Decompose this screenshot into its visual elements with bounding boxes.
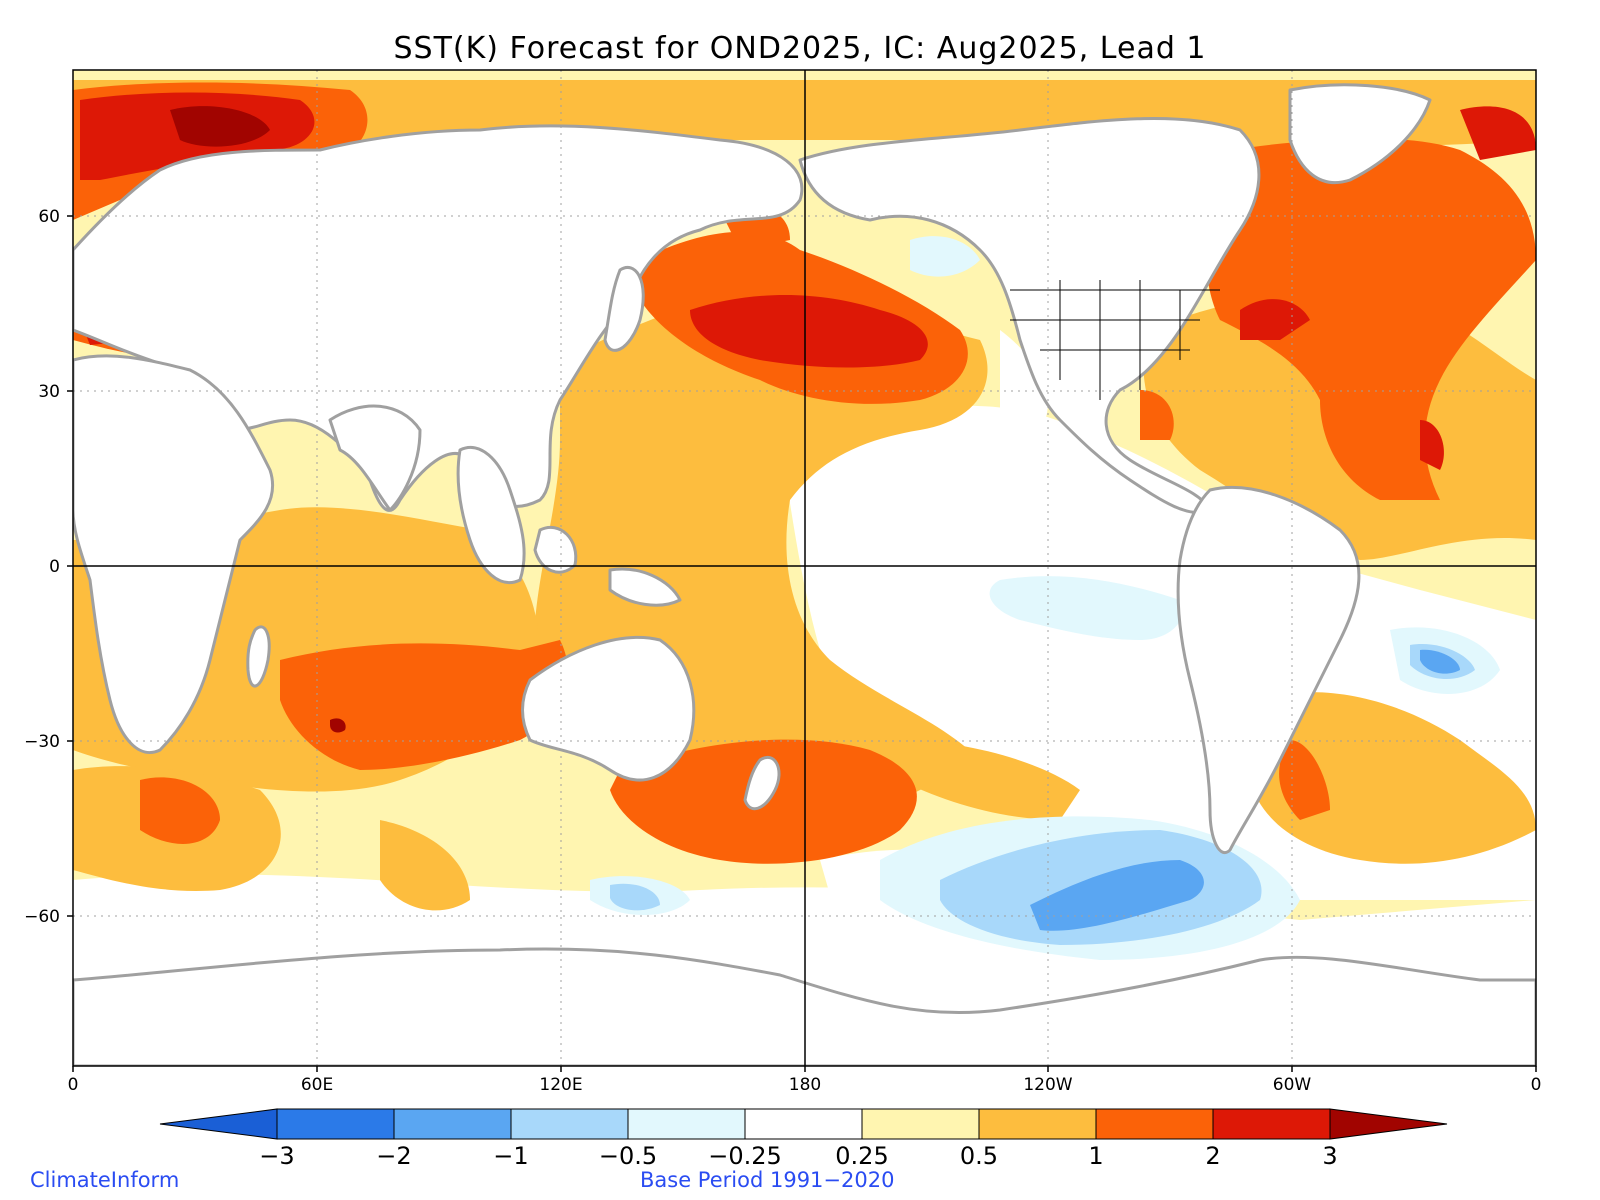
colorbar-label-minus0-25: −0.25 [708, 1142, 782, 1170]
anomaly-indian-ocean-extreme [330, 718, 346, 733]
colorbar-label-2: 2 [1205, 1142, 1220, 1170]
anomaly-canary-very-strong [1420, 420, 1444, 470]
colorbar-label-0-5: 0.5 [960, 1142, 998, 1170]
y-tick-marks [67, 215, 73, 917]
neutral-north-pacific-coast [1000, 330, 1048, 430]
colorbar-segment-8 [1095, 1108, 1214, 1140]
footer-base-period: Base Period 1991−2020 [640, 1168, 894, 1192]
land-madagascar [246, 625, 271, 688]
anomaly-brazil-current-strong [1279, 740, 1330, 820]
x-tick-label-120e: 120E [539, 1075, 582, 1095]
anomaly-south-pacific-moderate [900, 740, 1080, 820]
land-greenland [1288, 83, 1432, 185]
y-tick-label-60: 60 [38, 207, 60, 227]
land-southeast-asia [456, 445, 526, 585]
colorbar-segment-2 [393, 1108, 512, 1140]
anomaly-east-pacific-weak-negative [989, 576, 1183, 640]
anomaly-south-pacific-strong-negative [1030, 860, 1204, 931]
anomaly-gulf-alaska-weak-negative [910, 236, 980, 277]
anomaly-southwest-atlantic-moderate [1250, 692, 1536, 864]
anomaly-field [73, 70, 1536, 1066]
colorbar-label-minus1: −1 [493, 1142, 528, 1170]
anomaly-south-atlantic-strong [140, 777, 220, 844]
anomaly-southern-ocean-moderate-negative [610, 883, 660, 911]
colorbar-label-minus2: −2 [376, 1142, 411, 1170]
y-tick-label-0: 0 [49, 557, 60, 577]
anomaly-barents-extreme [170, 106, 270, 147]
anomaly-north-atlantic-strong [1206, 138, 1536, 500]
colorbar-segment-1 [276, 1108, 395, 1140]
graticule [73, 70, 1536, 1066]
y-tick-label-minus30: −30 [24, 732, 60, 752]
footer-credit: ClimateInform [30, 1168, 179, 1192]
y-tick-label-minus60: −60 [24, 907, 60, 927]
anomaly-south-atlantic-strong-negative [1420, 649, 1460, 674]
x-tick-label-0-right: 0 [1531, 1075, 1542, 1095]
land-japan [603, 266, 645, 352]
land-new-zealand [743, 756, 781, 811]
x-tick-label-180: 180 [789, 1075, 821, 1095]
colorbar: −3 −2 −1 −0.5 −0.25 0.25 0.5 1 2 3 [159, 1108, 1448, 1170]
y-tick-label-30: 30 [38, 382, 60, 402]
land-borneo [533, 526, 578, 574]
anomaly-labrador-very-strong [1460, 106, 1536, 160]
x-tick-label-0-left: 0 [68, 1075, 79, 1095]
land-south-america [1176, 485, 1361, 854]
colorbar-segment-6 [861, 1108, 980, 1140]
landmasses [73, 83, 1536, 1066]
land-eurasia [73, 124, 804, 512]
x-tick-label-120w: 120W [1023, 1075, 1072, 1095]
colorbar-arrow-low [159, 1108, 278, 1140]
land-australia [521, 635, 696, 782]
colorbar-segment-4 [627, 1108, 746, 1140]
colorbar-label-0-25: 0.25 [835, 1142, 888, 1170]
land-india [328, 404, 422, 512]
colorbar-label-1: 1 [1088, 1142, 1103, 1170]
land-new-guinea [608, 567, 682, 607]
land-north-america [798, 116, 1261, 515]
colorbar-segment-3 [510, 1108, 629, 1140]
x-tick-marks [72, 1066, 1537, 1072]
x-tick-label-60w: 60W [1273, 1075, 1312, 1095]
map-title: SST(K) Forecast for OND2025, IC: Aug2025… [394, 31, 1207, 66]
colorbar-arrow-high [1329, 1108, 1448, 1140]
colorbar-label-minus3: −3 [259, 1142, 294, 1170]
x-tick-label-60e: 60E [301, 1075, 333, 1095]
anomaly-south-indian-moderate [380, 820, 470, 911]
anomaly-north-pacific-very-strong [690, 295, 928, 368]
land-africa [73, 354, 275, 754]
colorbar-label-minus0-5: −0.5 [599, 1142, 657, 1170]
anomaly-gulf-mexico-strong [1140, 390, 1174, 440]
us-state-lines [1010, 280, 1220, 400]
colorbar-segment-9 [1212, 1108, 1331, 1140]
colorbar-segment-7 [978, 1108, 1097, 1140]
colorbar-label-3: 3 [1322, 1142, 1337, 1170]
anomaly-indian-ocean-strong [280, 640, 568, 770]
colorbar-segment-5 [744, 1108, 863, 1140]
